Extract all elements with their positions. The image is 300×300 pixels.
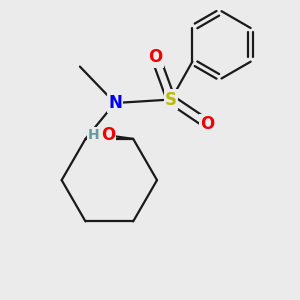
Text: O: O [101, 126, 115, 144]
Text: S: S [165, 91, 177, 109]
Text: N: N [108, 94, 122, 112]
Text: O: O [200, 115, 214, 133]
Text: O: O [148, 49, 163, 67]
Text: H: H [88, 128, 100, 142]
